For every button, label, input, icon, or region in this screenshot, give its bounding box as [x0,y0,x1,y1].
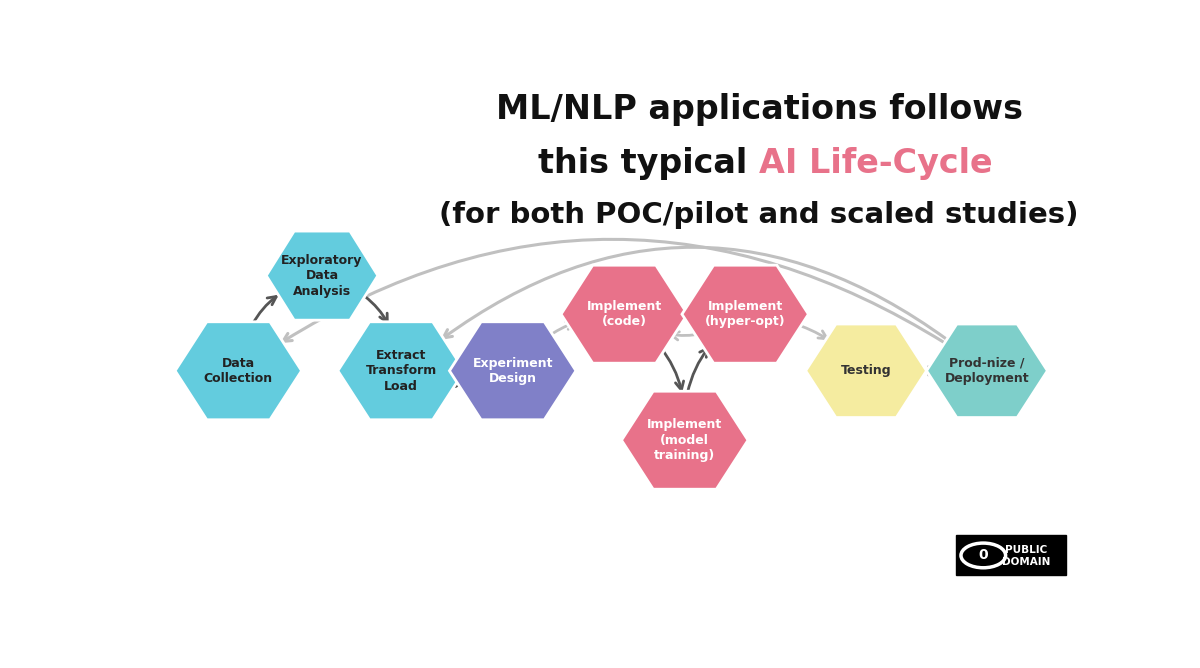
FancyArrowPatch shape [671,332,702,340]
Text: 0: 0 [978,548,988,562]
Polygon shape [682,265,809,363]
FancyArrowPatch shape [443,247,948,340]
Polygon shape [175,322,301,420]
Text: Implement
(code): Implement (code) [587,300,662,329]
Text: Exploratory
Data
Analysis: Exploratory Data Analysis [281,254,362,298]
Polygon shape [805,324,926,418]
Text: Testing: Testing [841,364,892,377]
Text: Implement
(model
training): Implement (model training) [647,418,722,462]
FancyBboxPatch shape [956,535,1066,576]
Text: Implement
(hyper-opt): Implement (hyper-opt) [704,300,786,329]
Polygon shape [338,322,464,420]
Polygon shape [926,324,1048,418]
Text: this typical: this typical [539,147,760,180]
Text: PUBLIC: PUBLIC [1004,545,1048,555]
Text: Extract
Transform
Load: Extract Transform Load [366,349,437,393]
Text: ML/NLP applications follows: ML/NLP applications follows [496,93,1022,126]
Polygon shape [622,391,748,489]
Polygon shape [266,231,378,320]
Text: Prod-nize /
Deployment: Prod-nize / Deployment [944,357,1030,385]
FancyArrowPatch shape [792,323,827,339]
Text: Experiment
Design: Experiment Design [473,357,553,385]
FancyArrowPatch shape [365,296,388,323]
FancyArrowPatch shape [913,367,937,375]
FancyArrowPatch shape [546,321,575,337]
Polygon shape [562,265,688,363]
FancyArrowPatch shape [448,378,463,387]
Polygon shape [450,322,576,420]
Text: DOMAIN: DOMAIN [1002,557,1050,567]
Text: AI Life-Cycle: AI Life-Cycle [760,147,992,180]
Text: (for both POC/pilot and scaled studies): (for both POC/pilot and scaled studies) [439,201,1079,229]
Text: Data
Collection: Data Collection [204,357,272,385]
FancyArrowPatch shape [252,297,276,325]
FancyArrowPatch shape [283,239,946,343]
FancyArrowPatch shape [660,346,684,390]
FancyArrowPatch shape [688,348,708,393]
